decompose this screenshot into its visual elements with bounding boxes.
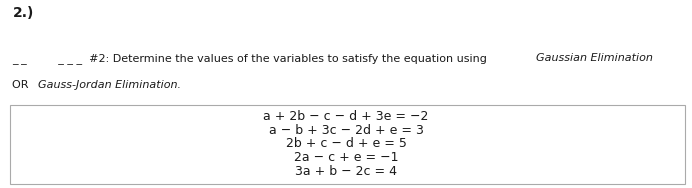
- Text: a − b + 3c − 2d + e = 3: a − b + 3c − 2d + e = 3: [268, 124, 424, 137]
- Text: OR: OR: [12, 80, 33, 90]
- Text: a + 2b − c − d + 3e = −2: a + 2b − c − d + 3e = −2: [264, 110, 428, 123]
- FancyBboxPatch shape: [10, 105, 685, 184]
- Text: 2a − c + e = −1: 2a − c + e = −1: [293, 151, 399, 164]
- Text: Gaussian Elimination: Gaussian Elimination: [536, 53, 653, 63]
- Text: 3a + b − 2c = 4: 3a + b − 2c = 4: [295, 165, 397, 178]
- Text: Gauss-Jordan Elimination.: Gauss-Jordan Elimination.: [38, 80, 181, 90]
- Text: _ _         _ _ _  #2: Determine the values of the variables to satisfy the equa: _ _ _ _ _ #2: Determine the values of th…: [12, 53, 491, 64]
- Text: 2b + c − d + e = 5: 2b + c − d + e = 5: [286, 137, 406, 150]
- Text: 2.): 2.): [12, 6, 34, 20]
